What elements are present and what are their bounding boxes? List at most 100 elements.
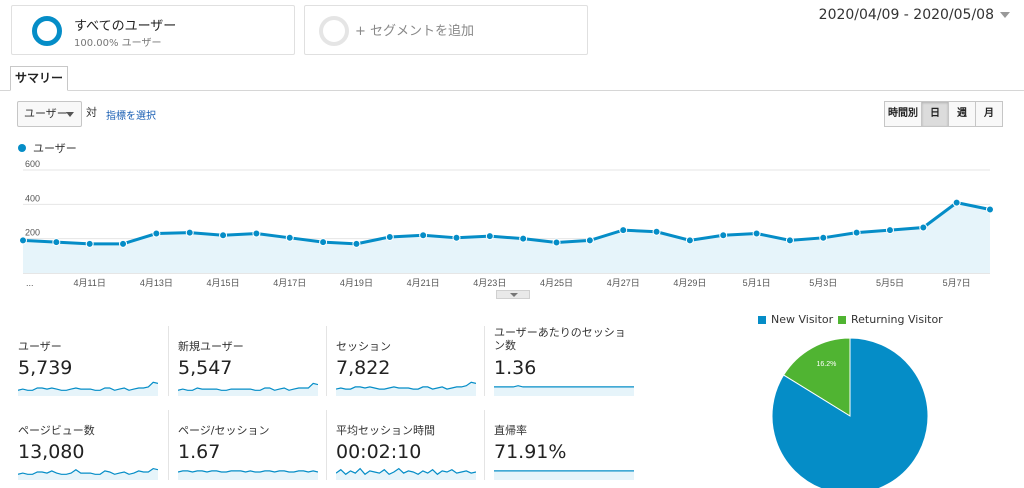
legend-swatch — [758, 316, 766, 324]
x-tick-label: 4月27日 — [607, 278, 640, 288]
add-segment-button[interactable]: + セグメントを追加 — [304, 5, 588, 55]
data-point[interactable] — [619, 226, 628, 235]
pie-slice[interactable] — [782, 337, 851, 417]
scorecard-sparkline — [336, 381, 476, 396]
pie-slice[interactable] — [771, 337, 929, 488]
data-point[interactable] — [185, 228, 194, 237]
scorecard-value: 1.36 — [494, 357, 537, 379]
x-tick-label: 5月7日 — [943, 278, 971, 288]
scorecard-value: 5,739 — [18, 357, 73, 379]
data-point[interactable] — [685, 236, 694, 245]
scorecard-sparkline — [494, 385, 634, 396]
data-point[interactable] — [452, 233, 461, 242]
scorecard-label: ページ/セッション — [178, 424, 270, 437]
chevron-down-icon — [1000, 12, 1010, 18]
sparkline-line — [18, 467, 158, 475]
scorecard[interactable]: ページ/セッション 1.67 — [168, 410, 318, 480]
data-point[interactable] — [352, 239, 361, 248]
scorecard[interactable]: 新規ユーザー 5,547 — [168, 326, 318, 396]
scorecard[interactable]: ページビュー数 13,080 — [18, 410, 168, 480]
x-tick-label: 5月3日 — [809, 278, 837, 288]
granularity-hourly-button[interactable]: 時間別 — [884, 101, 922, 127]
data-point[interactable] — [319, 238, 328, 247]
data-point[interactable] — [519, 234, 528, 243]
granularity-day-button[interactable]: 日 — [921, 101, 949, 127]
series-legend-label: ユーザー — [33, 142, 77, 155]
x-tick-label: 4月23日 — [473, 278, 506, 288]
scorecard-label: ユーザーあたりのセッション数 — [494, 326, 626, 352]
data-point[interactable] — [85, 239, 94, 248]
scorecard-label: 新規ユーザー — [178, 340, 244, 353]
data-point[interactable] — [552, 238, 561, 247]
data-point[interactable] — [119, 239, 128, 248]
scorecard[interactable]: ユーザーあたりのセッション数 1.36 — [484, 326, 634, 396]
scorecard[interactable]: 直帰率 71.91% — [484, 410, 634, 480]
x-tick-label: 4月15日 — [207, 278, 240, 288]
scorecard-label: 直帰率 — [494, 424, 527, 437]
data-point[interactable] — [986, 205, 994, 214]
segment-subtitle: 100.00% ユーザー — [74, 38, 162, 49]
scorecard-sparkline — [336, 467, 476, 480]
x-tick-label: 5月5日 — [876, 278, 904, 288]
data-point[interactable] — [652, 227, 661, 236]
x-tick-label: 4月25日 — [540, 278, 573, 288]
data-point[interactable] — [152, 229, 161, 238]
data-point[interactable] — [419, 231, 428, 240]
pie-legend-label: New Visitor — [771, 313, 834, 326]
granularity-month-button[interactable]: 月 — [975, 101, 1003, 127]
data-point[interactable] — [19, 236, 27, 245]
scorecard[interactable]: 平均セッション時間 00:02:10 — [326, 410, 476, 480]
scorecard-sparkline — [18, 467, 158, 480]
sparkline-area — [178, 383, 318, 396]
sparkline-area — [336, 382, 476, 396]
scorecard[interactable]: セッション 7,822 — [326, 326, 476, 396]
y-tick-label: 200 — [25, 228, 40, 238]
sparkline-line — [494, 385, 634, 388]
scorecard-value: 5,547 — [178, 357, 233, 379]
tab-bar-divider — [0, 90, 1024, 91]
data-point[interactable] — [285, 233, 294, 242]
sparkline-area — [178, 470, 318, 480]
sparkline-line — [178, 382, 318, 391]
add-segment-label: + セグメントを追加 — [355, 24, 475, 39]
data-point[interactable] — [585, 236, 594, 245]
granularity-toggle: 時間別 日 週 月 — [884, 101, 1003, 127]
pie-legend-returning: Returning Visitor — [838, 313, 943, 326]
x-tick-label: 4月11日 — [74, 278, 106, 288]
data-point[interactable] — [852, 228, 861, 237]
scorecard-value: 13,080 — [18, 441, 85, 463]
y-tick-label: 400 — [25, 193, 40, 203]
segment-all-users[interactable]: すべてのユーザー 100.00% ユーザー — [11, 5, 295, 55]
pie-slice-label: 16.2% — [816, 361, 836, 368]
data-point[interactable] — [385, 232, 394, 241]
scorecard-label: ユーザー — [18, 340, 62, 353]
data-point[interactable] — [919, 223, 928, 232]
sparkline-area — [494, 385, 634, 396]
pie-legend-new: New Visitor — [758, 313, 833, 326]
series-color-dot — [18, 144, 26, 152]
data-point[interactable] — [752, 229, 761, 238]
data-point[interactable] — [952, 198, 961, 207]
date-range-label: 2020/04/09 - 2020/05/08 — [818, 7, 994, 23]
sparkline-line — [336, 467, 476, 476]
visitor-type-pie-chart: 16.2%83.8% — [771, 337, 929, 488]
date-range-picker[interactable]: 2020/04/09 - 2020/05/08 — [819, 7, 1010, 23]
choose-metric-link[interactable]: 指標を選択 — [106, 111, 156, 122]
data-point[interactable] — [252, 229, 261, 238]
data-point[interactable] — [785, 236, 794, 245]
metric-select[interactable]: ユーザー — [17, 101, 82, 127]
data-point[interactable] — [819, 233, 828, 242]
granularity-week-button[interactable]: 週 — [948, 101, 976, 127]
data-point[interactable] — [219, 231, 228, 240]
data-point[interactable] — [719, 231, 728, 240]
x-tick-label: 5月1日 — [743, 278, 771, 288]
data-point[interactable] — [52, 238, 61, 247]
data-point[interactable] — [885, 226, 894, 235]
data-point[interactable] — [485, 232, 494, 241]
scorecard-label: セッション — [336, 340, 391, 353]
chart-expand-handle[interactable] — [496, 290, 530, 299]
sparkline-area — [494, 470, 634, 480]
scorecard[interactable]: ユーザー 5,739 — [18, 326, 168, 396]
tab-summary[interactable]: サマリー — [10, 66, 68, 91]
sparkline-area — [18, 468, 158, 480]
